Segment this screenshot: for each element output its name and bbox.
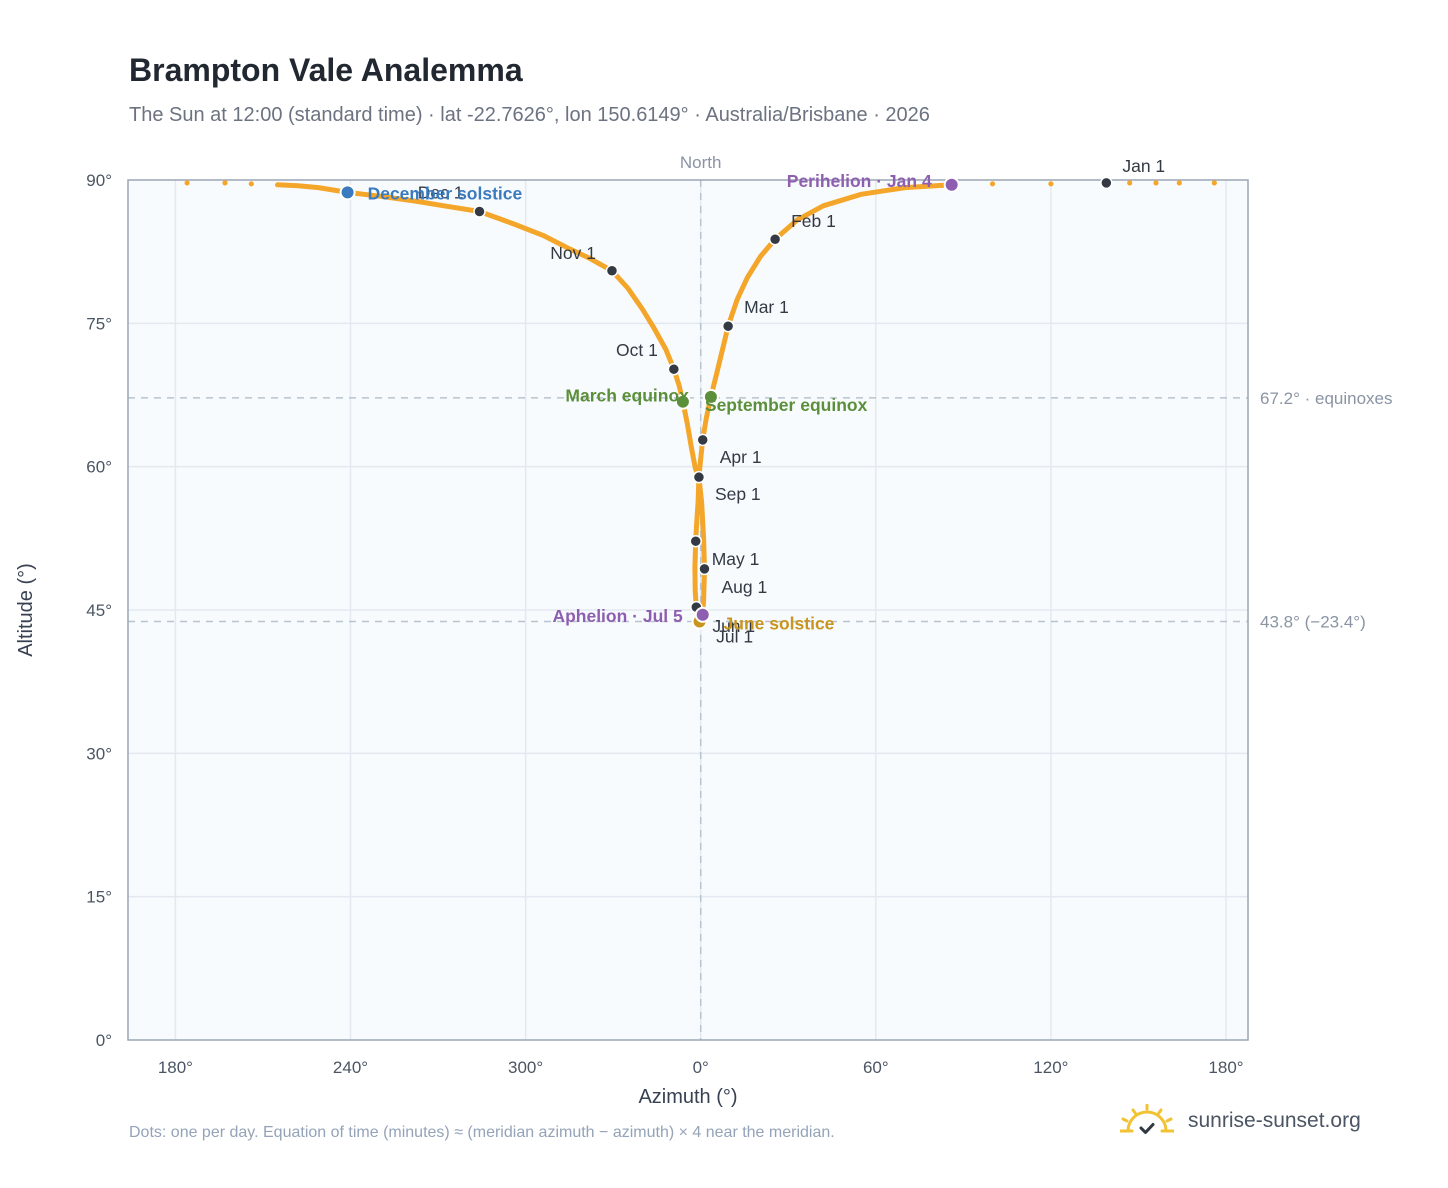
- month-point: [692, 470, 706, 484]
- x-axis-title: Azimuth (°): [638, 1086, 737, 1108]
- daily-sun-dot: [1127, 180, 1133, 186]
- month-label: Oct 1: [616, 340, 658, 360]
- daily-sun-dot: [1048, 181, 1054, 187]
- event-point: [674, 393, 691, 410]
- month-label: Dec 1: [418, 183, 464, 203]
- daily-sun-dot: [989, 181, 996, 187]
- plot-frame: [127, 179, 1249, 1041]
- x-tick-label: 120°: [1033, 1058, 1068, 1077]
- brand-name: sunrise-sunset.org: [1188, 1109, 1361, 1132]
- event-markers: March equinox September equinox June solst…: [339, 171, 960, 633]
- y-axis-title: Altitude (°): [15, 563, 37, 657]
- chart-subtitle: The Sun at 12:00 (standard time) · lat -…: [129, 104, 930, 126]
- event-label: June solstice: [724, 613, 835, 633]
- y-tick-label: 0°: [96, 1031, 112, 1050]
- event-label: December solstice: [368, 183, 523, 203]
- daily-sun-dot: [1153, 180, 1159, 186]
- x-tick-label: 60°: [863, 1058, 889, 1077]
- month-label: Jun 1: [712, 616, 755, 636]
- event-label: September equinox: [705, 395, 868, 415]
- daily-sun-dot: [248, 181, 254, 187]
- y-tick-label: 90°: [86, 171, 112, 190]
- month-label: Nov 1: [550, 243, 596, 263]
- x-tick-label: 180°: [1208, 1058, 1243, 1077]
- month-point: [473, 205, 486, 218]
- daily-sun-dot: [184, 180, 190, 186]
- month-point: [698, 562, 711, 576]
- month-point: [696, 433, 709, 447]
- y-tick-label: 45°: [86, 601, 112, 620]
- sun-logo-icon: [1120, 1104, 1174, 1134]
- axis-ticks: 180° 240° 300° 0° 60° 120° 180° 0° 15° 30° 45° 60° 7…: [86, 171, 1243, 1077]
- month-label: Jan 1: [1122, 156, 1165, 176]
- event-label: March equinox: [565, 386, 689, 406]
- month-label: Jul 1: [716, 627, 753, 647]
- meridian-label: North: [680, 153, 722, 172]
- month-point: [1100, 176, 1113, 190]
- y-tick-label: 15°: [86, 888, 112, 907]
- month-label: Feb 1: [791, 211, 836, 231]
- month-label: Sep 1: [715, 484, 761, 504]
- daily-sun-dot: [1211, 180, 1217, 186]
- event-point: [339, 184, 356, 201]
- daily-sun-dot: [222, 180, 228, 186]
- reference-line-label: 43.8° (−23.4°): [1260, 612, 1366, 631]
- brand-logo[interactable]: sunrise-sunset.org: [1120, 1104, 1361, 1138]
- month-label: Aug 1: [721, 577, 767, 597]
- x-tick-label: 240°: [333, 1058, 368, 1077]
- event-point: [694, 606, 711, 623]
- month-point: [689, 534, 702, 548]
- x-tick-label: 300°: [508, 1058, 543, 1077]
- event-label: Aphelion · Jul 5: [552, 606, 683, 626]
- month-point: [605, 264, 619, 278]
- event-point: [702, 388, 719, 405]
- y-tick-label: 30°: [86, 744, 112, 763]
- y-tick-label: 75°: [86, 314, 112, 333]
- month-point: [721, 319, 735, 333]
- event-point: [943, 176, 960, 193]
- y-tick-label: 60°: [86, 458, 112, 477]
- chart-title: Brampton Vale Analemma: [129, 52, 523, 88]
- month-point: [667, 362, 681, 376]
- daily-sun-dot: [1176, 180, 1182, 186]
- footnote: Dots: one per day. Equation of time (min…: [129, 1124, 835, 1141]
- month-point: [768, 232, 782, 246]
- x-tick-label: 180°: [158, 1058, 193, 1077]
- reference-line-label: 67.2° · equinoxes: [1260, 389, 1393, 408]
- month-label: Apr 1: [720, 447, 762, 467]
- event-label: Perihelion · Jan 4: [787, 171, 932, 191]
- month-label: May 1: [712, 549, 760, 569]
- x-tick-label: 0°: [693, 1058, 709, 1077]
- month-label: Mar 1: [744, 297, 789, 317]
